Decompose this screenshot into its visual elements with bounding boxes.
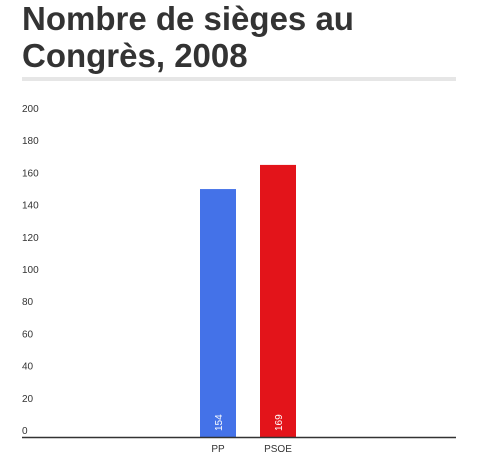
y-tick-label: 140 [22, 201, 39, 212]
bar-psoe [260, 164, 296, 437]
y-tick-label: 180 [22, 136, 39, 147]
y-tick-label: 80 [22, 297, 34, 308]
category-label: PP [211, 444, 225, 455]
y-tick-label: 120 [22, 233, 39, 244]
y-tick-label: 60 [22, 329, 34, 340]
title-divider [22, 77, 456, 81]
category-label: PSOE [264, 444, 292, 455]
y-tick-label: 0 [22, 426, 28, 437]
y-tick-label: 20 [22, 394, 34, 405]
chart-title-line-2: Congrès, 2008 [22, 37, 248, 74]
data-label: 154 [214, 414, 225, 431]
chart-title: Nombre de sièges au Congrès, 2008 [22, 0, 462, 74]
y-tick-label: 200 [22, 104, 39, 115]
data-label: 169 [274, 414, 285, 431]
chart-title-line-1: Nombre de sièges au [22, 0, 354, 37]
y-tick-label: 160 [22, 168, 39, 179]
y-tick-label: 100 [22, 265, 39, 276]
bar-pp [200, 189, 236, 437]
y-tick-label: 40 [22, 362, 34, 373]
